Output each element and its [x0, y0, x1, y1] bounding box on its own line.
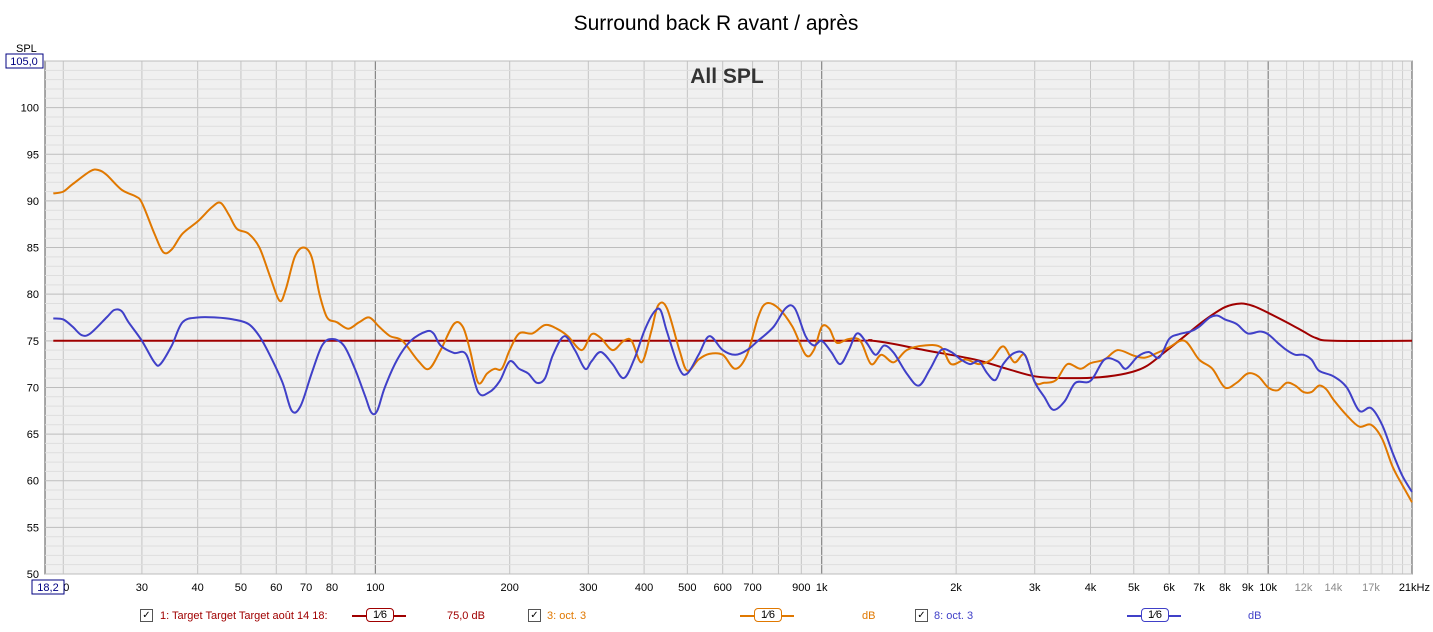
x-tick-label: 2k [950, 582, 962, 594]
x-tick-label: 30 [136, 582, 148, 594]
series-8-smoothing-button[interactable]: 1⁄6 [1127, 608, 1183, 622]
x-tick-label: 60 [270, 582, 282, 594]
x-tick-label: 6k [1163, 582, 1175, 594]
x-tick-label: 700 [743, 582, 761, 594]
y-top-value: 105,0 [10, 56, 38, 68]
series-3-smoothing-button[interactable]: 1⁄6 [740, 608, 796, 622]
y-tick-label: 70 [27, 382, 39, 394]
y-axis: 50 55 60 65 70 75 80 85 90 95 100 [21, 103, 39, 581]
x-tick-label: 9k [1242, 582, 1254, 594]
y-tick-label: 60 [27, 476, 39, 488]
chart-title: Surround back R avant / après [574, 12, 859, 35]
series-1-smoothing-button[interactable]: 1⁄6 [352, 608, 408, 622]
x-tick-label: 3k [1029, 582, 1041, 594]
y-tick-label: 55 [27, 522, 39, 534]
inner-title: All SPL [690, 65, 764, 88]
x-tick-label: 7k [1193, 582, 1205, 594]
x-tick-label: 80 [326, 582, 338, 594]
y-axis-label: SPL [16, 43, 37, 55]
y-tick-label: 80 [27, 289, 39, 301]
y-tick-label: 90 [27, 196, 39, 208]
x-tick-label: 8k [1219, 582, 1231, 594]
series-layer [53, 168, 1413, 503]
x-tick-label: 600 [714, 582, 732, 594]
y-tick-label: 95 [27, 149, 39, 161]
series-1-value: 75,0 dB [447, 610, 485, 622]
y-tick-label: 100 [21, 103, 39, 115]
legend: ✓ 1: Target Target Target août 14 18: 1⁄… [0, 606, 1433, 630]
x-tick-label: 1k [816, 582, 828, 594]
x-tick-label: 200 [501, 582, 519, 594]
y-tick-label: 75 [27, 336, 39, 348]
x-tick-label: 300 [579, 582, 597, 594]
series-8-label: 8: oct. 3 [934, 610, 974, 622]
x-tick-label: 500 [678, 582, 696, 594]
x-tick-label: 14k [1325, 582, 1343, 594]
x-axis: 203040506070801002003004005006007009001k… [57, 582, 1430, 594]
series-3-value: dB [862, 610, 876, 622]
x-tick-label: 400 [635, 582, 653, 594]
x-left-box[interactable] [31, 579, 65, 595]
x-tick-label: 17k [1362, 582, 1380, 594]
series-1-checkbox[interactable]: ✓ [140, 609, 153, 622]
series-3-label: 3: oct. 3 [547, 610, 587, 622]
y-tick-label: 65 [27, 429, 39, 441]
x-tick-label: 40 [192, 582, 204, 594]
x-tick-label: 100 [366, 582, 384, 594]
y-top-box[interactable] [5, 53, 44, 69]
y-tick-label: 85 [27, 243, 39, 255]
x-tick-label: 70 [300, 582, 312, 594]
series-line-2 [53, 168, 1413, 503]
x-tick-label: 4k [1085, 582, 1097, 594]
series-line-3 [53, 304, 1413, 493]
series-1-smoothing: 1⁄6 [366, 608, 394, 622]
series-3-smoothing: 1⁄6 [754, 608, 782, 622]
x-tick-label: 21kHz [1399, 582, 1430, 594]
x-tick-label: 900 [792, 582, 810, 594]
frequency-response-chart: Surround back R avant / après All SPL 50… [5, 12, 1430, 595]
x-tick-label: 5k [1128, 582, 1140, 594]
x-left-value: 18,2 [37, 582, 58, 594]
x-tick-label: 12k [1295, 582, 1313, 594]
series-8-smoothing: 1⁄6 [1141, 608, 1169, 622]
x-tick-label: 50 [235, 582, 247, 594]
plot-area[interactable] [44, 60, 1413, 575]
grid-lines [45, 60, 1412, 575]
series-3-checkbox[interactable]: ✓ [528, 609, 541, 622]
y-tick-label: 50 [27, 569, 39, 581]
series-8-checkbox[interactable]: ✓ [915, 609, 928, 622]
series-1-label: 1: Target Target Target août 14 18: [160, 610, 328, 622]
series-8-value: dB [1248, 610, 1262, 622]
x-tick-label: 10k [1259, 582, 1277, 594]
